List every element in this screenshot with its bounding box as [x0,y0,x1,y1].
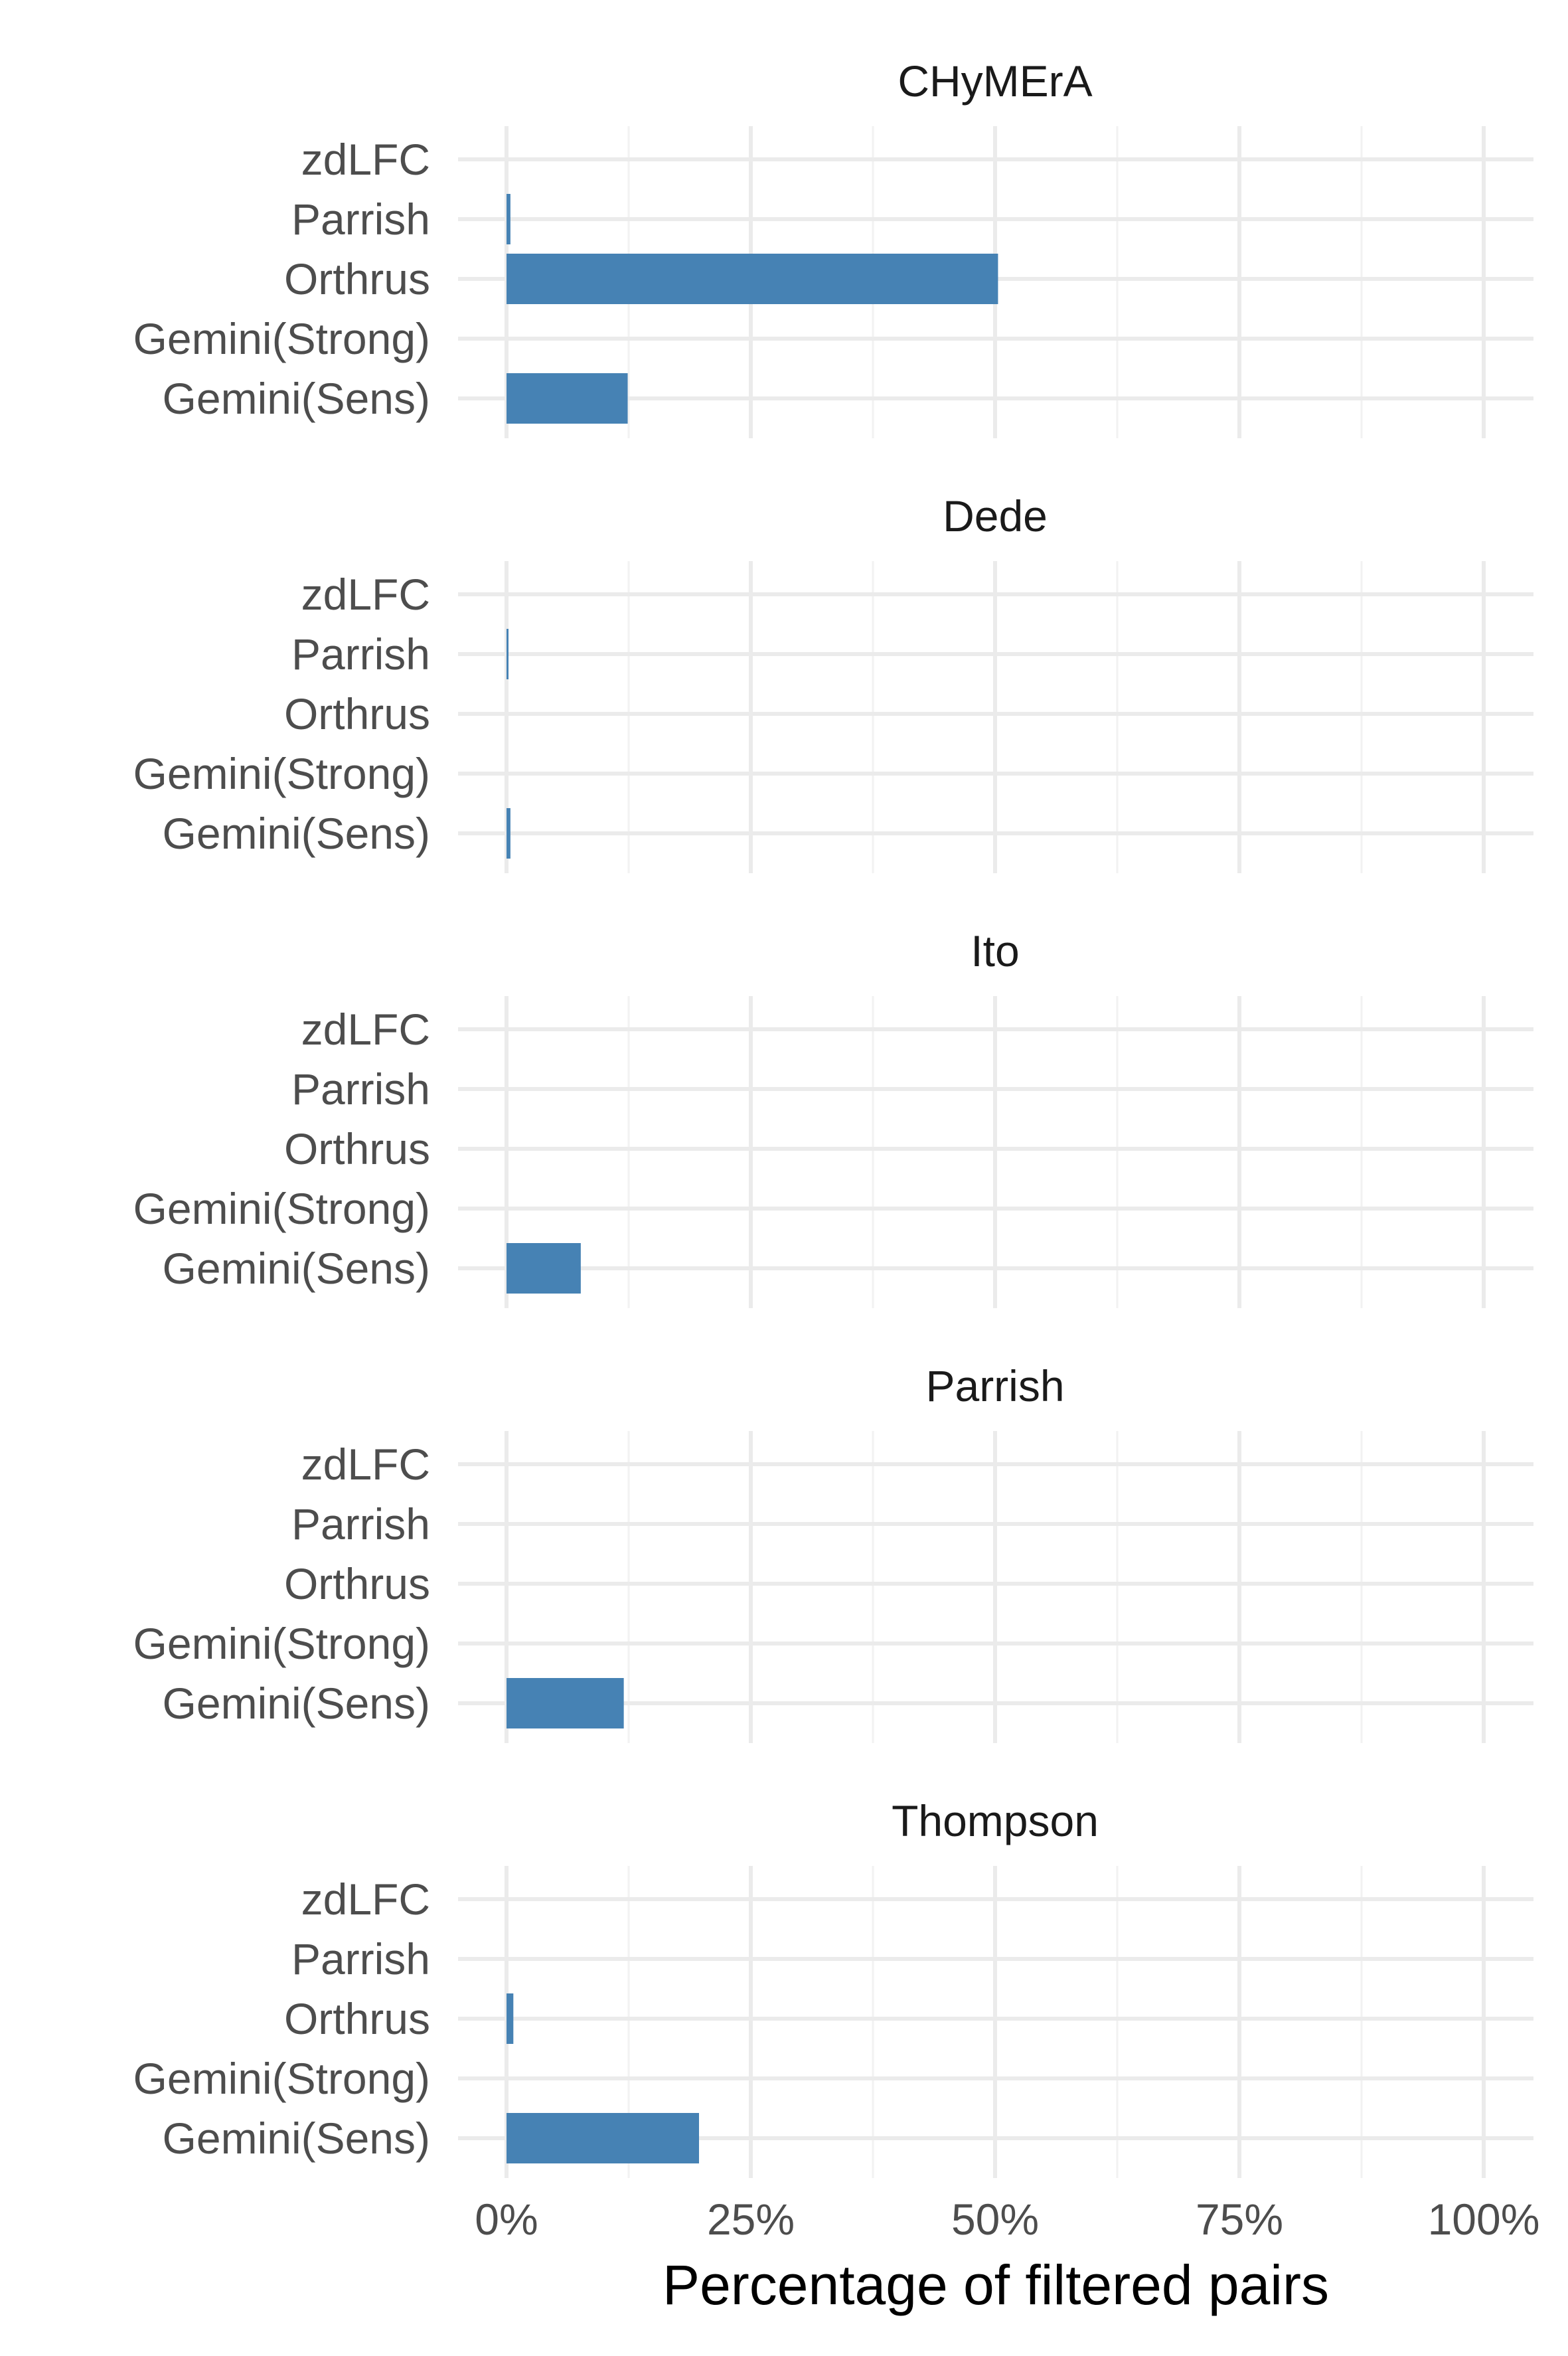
category-label: zdLFC [301,570,430,619]
facet-panel: Dede zdLFC Parrish Orthrus Gemini(Strong) Gem… [133,491,1533,873]
category-label: Gemini(Strong) [133,1619,430,1668]
x-tick-label: 0% [475,2195,538,2244]
category-label: Orthrus [284,1124,430,1173]
category-label: Parrish [291,195,430,244]
bar [507,373,628,424]
bar [507,1678,624,1728]
category-label: Gemini(Strong) [133,2054,430,2103]
bar [507,1243,581,1294]
category-label: Parrish [291,1934,430,1983]
facet-panel: Thompson zdLFC Parrish Orthrus Gemini(Strong… [133,1796,1533,2178]
category-label: zdLFC [301,1875,430,1924]
category-label: Gemini(Sens) [163,1244,430,1293]
bar [507,2113,699,2163]
facet-title: Dede [943,491,1048,541]
x-tick-label: 50% [951,2195,1039,2244]
category-label: Gemini(Sens) [163,374,430,423]
bar [507,254,998,304]
facet-panel: Parrish zdLFC Parrish Orthrus Gemini(Strong)… [133,1361,1533,1743]
category-label: Gemini(Sens) [163,809,430,858]
category-label: zdLFC [301,1440,430,1489]
bar [507,629,509,679]
x-tick-label: 75% [1196,2195,1283,2244]
category-label: Orthrus [284,254,430,303]
x-tick-label: 100% [1428,2195,1540,2244]
x-axis-title: Percentage of filtered pairs [663,2254,1329,2316]
bar [507,1993,514,2044]
category-label: Parrish [291,630,430,679]
category-label: zdLFC [301,135,430,184]
bar [507,194,510,244]
facet-title: Parrish [925,1361,1064,1410]
category-label: Gemini(Strong) [133,1184,430,1233]
category-label: Orthrus [284,689,430,738]
category-label: Parrish [291,1499,430,1549]
facet-panel: Ito zdLFC Parrish Orthrus Gemini(Strong) Gemi… [133,926,1533,1308]
category-label: Orthrus [284,1994,430,2043]
facet-panel: CHyMErA zdLFC Parrish Orthrus Gemini(Strong)… [133,56,1533,438]
category-label: Gemini(Strong) [133,749,430,798]
category-label: Orthrus [284,1559,430,1608]
facet-title: Thompson [892,1796,1099,1845]
facet-title: Ito [971,926,1019,975]
x-axis: 0% 25% 50% 75% 100% [475,2195,1539,2244]
category-label: zdLFC [301,1005,430,1054]
panels-layer: CHyMErA zdLFC Parrish Orthrus Gemini(Strong)… [133,56,1533,2178]
category-label: Gemini(Sens) [163,2114,430,2163]
facet-title: CHyMErA [898,56,1092,106]
category-label: Gemini(Sens) [163,1679,430,1728]
category-label: Gemini(Strong) [133,314,430,363]
category-label: Parrish [291,1064,430,1114]
bar [507,808,510,859]
x-tick-label: 25% [707,2195,795,2244]
